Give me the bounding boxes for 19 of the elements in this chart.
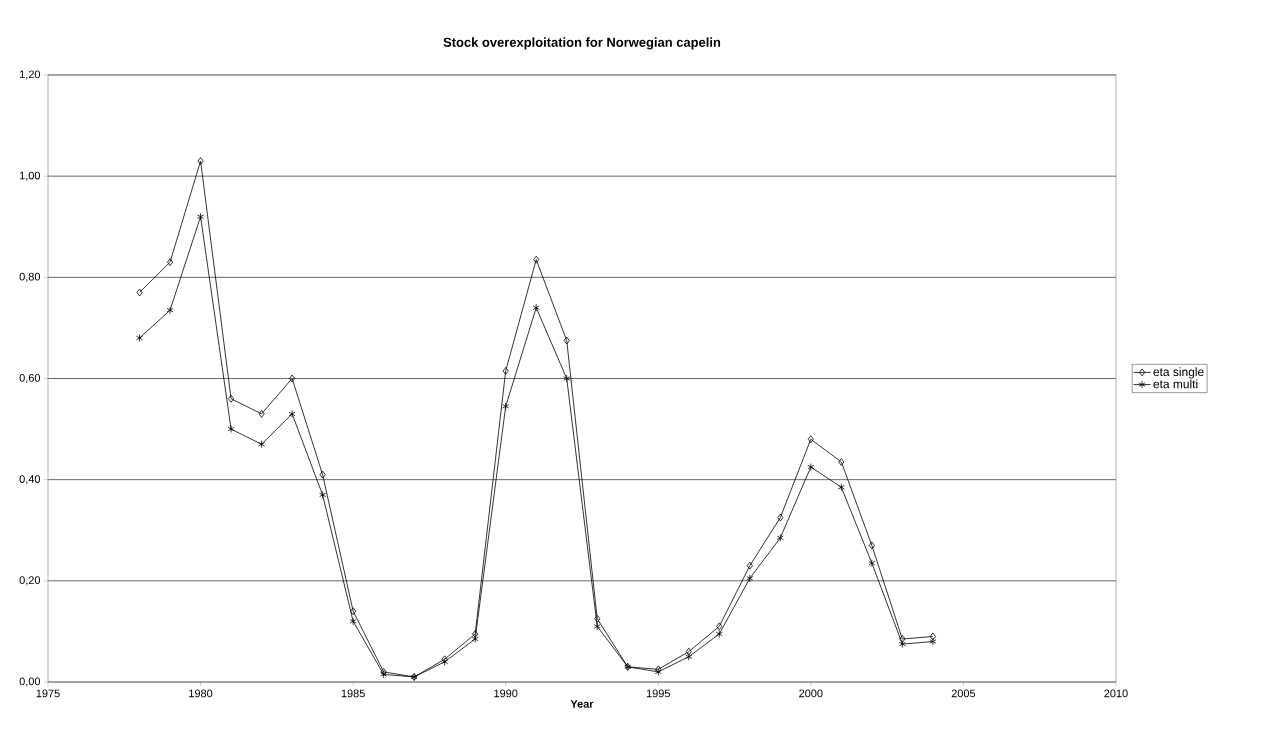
x-tick-label: 2010 xyxy=(1104,689,1128,698)
x-tick-label: 2000 xyxy=(799,689,823,698)
y-tick-label: 1,00 xyxy=(19,171,41,181)
x-tick-label: 2005 xyxy=(951,689,976,698)
legend-label: eta single xyxy=(1153,367,1204,379)
x-tick-label: 1990 xyxy=(494,689,518,698)
x-tick-label: 1980 xyxy=(189,689,213,698)
x-tick-label: 1975 xyxy=(36,689,60,698)
y-tick-label: 0,80 xyxy=(19,272,41,282)
x-tick-label: 1995 xyxy=(646,689,670,698)
y-tick-label: 0,60 xyxy=(19,373,41,384)
legend-label: eta multi xyxy=(1153,379,1198,389)
y-tick-label: 0,20 xyxy=(19,576,41,586)
y-tick-label: 0,40 xyxy=(19,475,41,485)
x-axis-title: Year xyxy=(570,700,594,708)
y-tick-label: 1,20 xyxy=(19,70,41,80)
x-tick-label: 1985 xyxy=(341,689,365,698)
chart-title: Stock overexploitation for Norwegian capelin xyxy=(443,37,721,50)
y-tick-label: 0,00 xyxy=(19,677,41,687)
